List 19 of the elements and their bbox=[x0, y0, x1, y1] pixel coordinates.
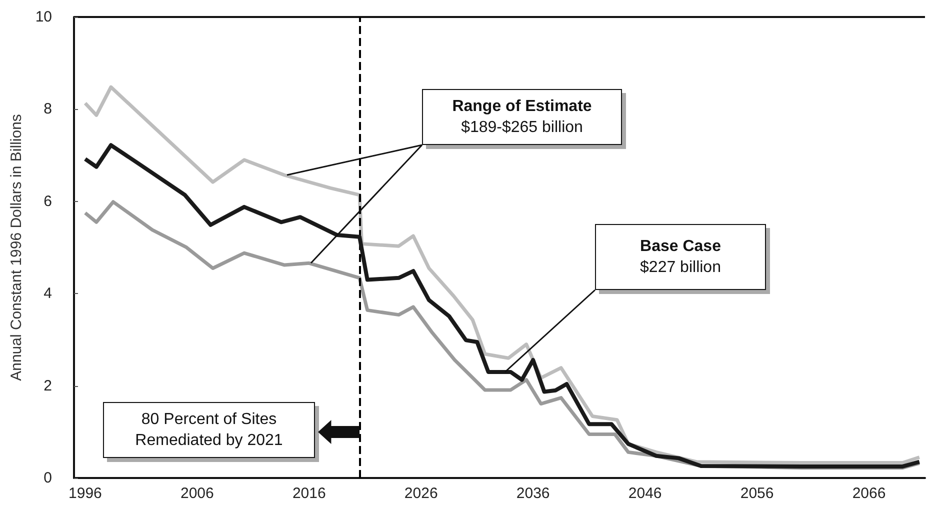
y-tick-label: 0 bbox=[44, 470, 52, 486]
y-axis-title: Annual Constant 1996 Dollars in Billions bbox=[8, 114, 25, 381]
x-tick-label: 2056 bbox=[740, 485, 774, 502]
annotation: 80 Percent of Sites Remediated by 2021 bbox=[135, 410, 283, 451]
line-series bbox=[83, 143, 922, 468]
x-tick-label: 2066 bbox=[852, 485, 886, 502]
y-tick-label: 4 bbox=[44, 285, 52, 302]
x-tick-label: 2036 bbox=[516, 485, 550, 502]
y-tick-label: 6 bbox=[44, 192, 52, 210]
x-tick-label: 2026 bbox=[404, 485, 438, 502]
x-tick-label: 2016 bbox=[292, 485, 326, 502]
y-tick-label: 10 bbox=[35, 8, 52, 26]
y-tick-label: 2 bbox=[44, 377, 52, 394]
x-tick-label: 2046 bbox=[628, 485, 662, 502]
annotation: Range of Estimate $189-$265 billion bbox=[452, 97, 592, 138]
annotation: Base Case $227 billion bbox=[640, 237, 721, 278]
x-tick-label: 1996 bbox=[68, 485, 102, 502]
x-tick-label: 2006 bbox=[180, 485, 214, 502]
y-tick-label: 8 bbox=[44, 100, 52, 118]
